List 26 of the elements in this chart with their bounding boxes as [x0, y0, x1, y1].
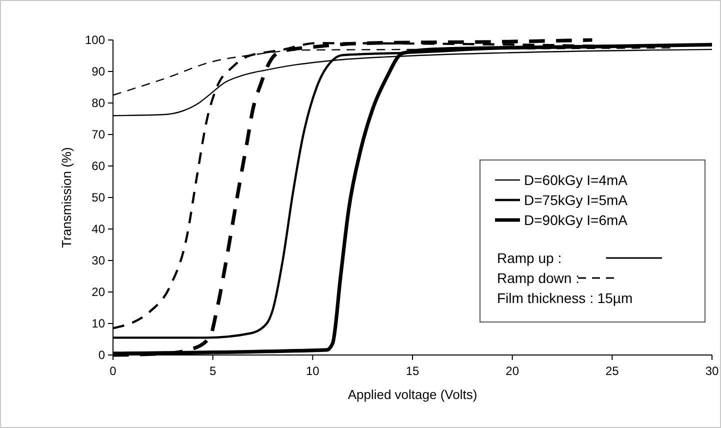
y-tick-label: 10	[92, 316, 106, 330]
annotation: Film thickness : 15µm	[497, 290, 633, 306]
y-axis-title: Transmission (%)	[59, 147, 74, 248]
x-tick-label: 15	[406, 364, 420, 378]
y-tick-label: 20	[92, 285, 106, 299]
x-tick-label: 20	[506, 364, 520, 378]
y-tick-label: 40	[92, 222, 106, 236]
x-tick-label: 10	[306, 364, 320, 378]
annotation: Ramp down :	[497, 270, 580, 286]
y-tick-label: 100	[84, 33, 106, 47]
y-tick-label: 80	[92, 96, 106, 110]
x-tick-label: 25	[605, 364, 620, 378]
legend-label: D=60kGy I=4mA	[524, 172, 628, 188]
y-tick-label: 90	[92, 64, 106, 78]
x-axis-title: Applied voltage (Volts)	[348, 387, 478, 402]
x-tick-label: 30	[705, 364, 719, 378]
y-tick-label: 30	[92, 254, 106, 268]
x-tick-label: 0	[110, 364, 117, 378]
y-tick-label: 60	[92, 159, 106, 173]
y-tick-label: 50	[92, 190, 106, 204]
legend-label: D=75kGy I=5mA	[524, 192, 628, 208]
legend-label: D=90kGy I=6mA	[524, 212, 628, 228]
annotation: Ramp up :	[497, 250, 562, 266]
y-tick-label: 70	[92, 128, 106, 142]
x-tick-label: 5	[209, 364, 216, 378]
y-tick-label: 0	[98, 348, 106, 362]
